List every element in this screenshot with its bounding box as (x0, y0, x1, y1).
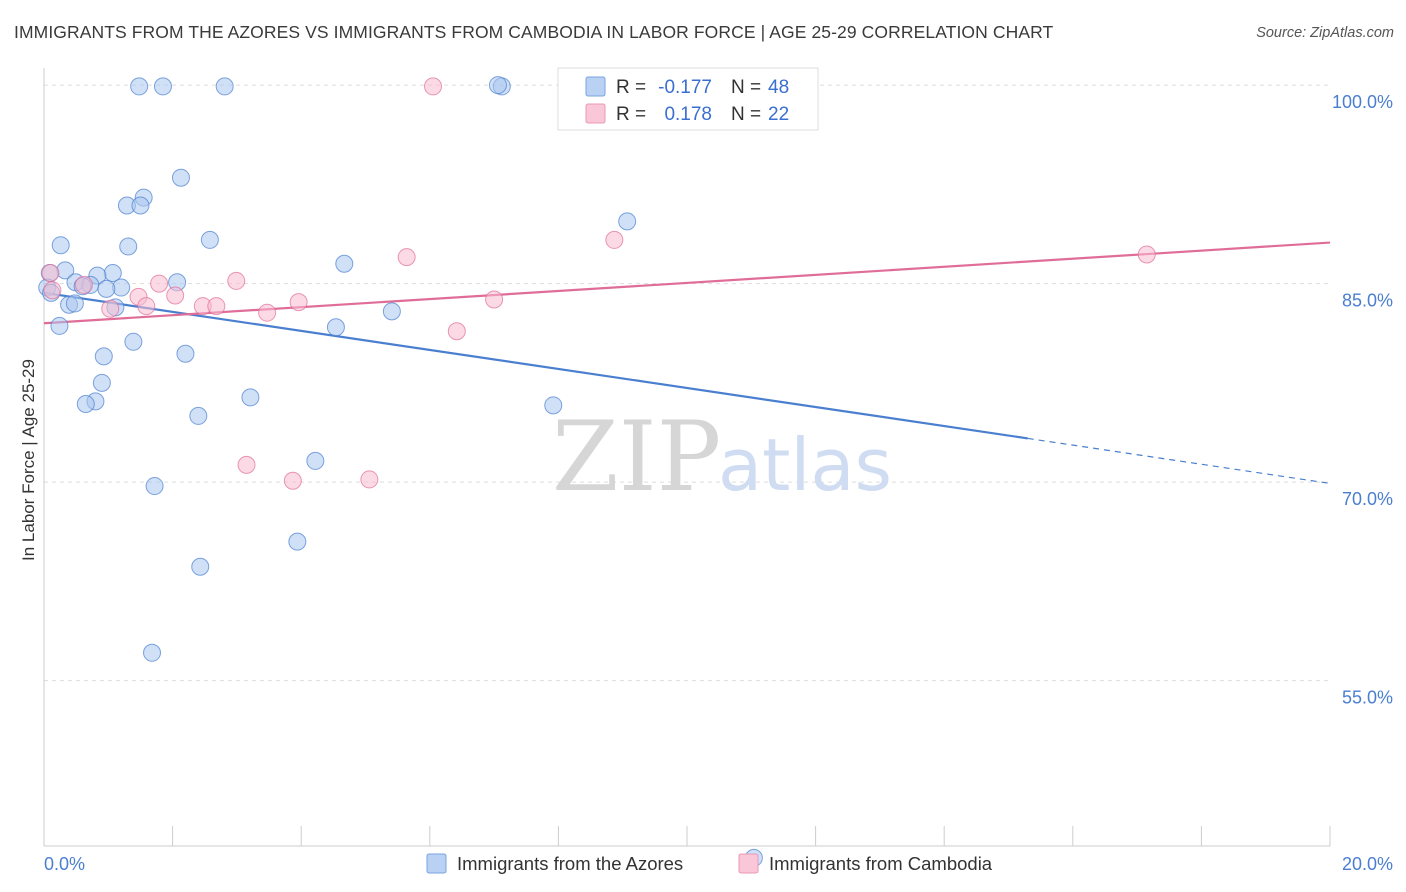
y-axis-label: In Labor Force | Age 25-29 (19, 359, 38, 561)
legend-n-label-azores: N = (731, 77, 761, 98)
chart-title: IMMIGRANTS FROM THE AZORES VS IMMIGRANTS… (14, 22, 1054, 42)
legend-n-azores: 48 (768, 77, 789, 98)
point-1-2 (605, 230, 624, 249)
point-0-47 (488, 76, 507, 95)
point-0-31 (326, 318, 345, 337)
point-1-21 (43, 281, 62, 300)
point-0-40 (189, 406, 208, 425)
point-0-29 (382, 302, 401, 321)
point-0-24 (97, 279, 116, 298)
legend-r-label-azores: R = (616, 77, 646, 98)
point-1-14 (207, 297, 226, 316)
legend-n-label-cambodia: N = (731, 104, 761, 125)
bottom-legend-swatch-azores (426, 853, 447, 874)
gridlines (44, 84, 1330, 682)
point-0-13 (335, 254, 354, 273)
point-1-0 (424, 77, 443, 96)
point-0-0 (130, 77, 149, 96)
legend-swatch-azores (585, 76, 606, 97)
point-1-6 (227, 271, 246, 290)
point-0-1 (153, 77, 172, 96)
point-1-11 (289, 293, 308, 312)
point-1-5 (150, 274, 169, 293)
point-1-16 (258, 303, 277, 322)
trend-line-1 (43, 241, 1331, 325)
y-tick-label-0: 100.0% (1332, 92, 1393, 112)
source-label: Source: ZipAtlas.com (1256, 25, 1394, 41)
point-1-7 (74, 275, 93, 294)
legend-r-label-cambodia: R = (616, 104, 646, 125)
point-0-5 (171, 168, 190, 187)
point-1-18 (237, 455, 256, 474)
legend-n-cambodia: 22 (768, 104, 789, 125)
bottom-legend-swatch-cambodia (738, 853, 759, 874)
point-0-32 (124, 332, 143, 351)
y-tick-label-2: 70.0% (1342, 489, 1393, 509)
trend-line-extension-0 (1027, 437, 1331, 485)
point-0-43 (288, 532, 307, 551)
legend-r-cambodia: 0.178 (664, 104, 712, 125)
point-0-27 (65, 294, 84, 313)
bottom-legend-azores: Immigrants from the Azores (457, 853, 683, 874)
x-tick-labels: 0.0% 20.0% (44, 854, 1393, 874)
point-0-30 (50, 316, 69, 335)
y-tick-label-1: 85.0% (1342, 291, 1393, 311)
point-0-2 (215, 77, 234, 96)
point-1-20 (360, 470, 379, 489)
watermark-zip: ZIP (552, 401, 721, 513)
trend-lines (43, 241, 1331, 485)
point-1-10 (485, 290, 504, 309)
point-0-38 (76, 395, 95, 414)
point-1-19 (283, 471, 302, 490)
point-0-41 (306, 451, 325, 470)
point-1-8 (166, 286, 185, 305)
point-0-8 (131, 196, 150, 215)
point-0-9 (618, 212, 637, 231)
point-0-45 (143, 643, 162, 662)
axes (43, 68, 1331, 847)
point-0-12 (119, 237, 138, 256)
data-points (38, 76, 1156, 867)
point-0-35 (92, 373, 111, 392)
point-0-33 (176, 344, 195, 363)
point-1-17 (447, 322, 466, 341)
point-0-36 (241, 388, 260, 407)
point-1-4 (41, 263, 60, 282)
point-0-42 (145, 477, 164, 496)
point-0-44 (191, 557, 210, 576)
point-1-15 (101, 299, 120, 318)
point-1-1 (1137, 245, 1156, 264)
series-legend: Immigrants from the Azores Immigrants fr… (426, 853, 993, 874)
legend-swatch-cambodia (585, 103, 606, 124)
stats-legend: R = -0.177 N = 48 R = 0.178 N = 22 (557, 67, 819, 131)
bottom-legend-cambodia: Immigrants from Cambodia (769, 853, 993, 874)
y-tick-label-3: 55.0% (1342, 688, 1393, 708)
trend-line-0 (43, 291, 1028, 440)
point-1-12 (137, 297, 156, 316)
point-0-10 (200, 230, 219, 249)
point-1-3 (397, 248, 416, 267)
point-0-39 (544, 396, 563, 415)
y-tick-labels: 100.0% 85.0% 70.0% 55.0% (1332, 92, 1393, 708)
watermark-atlas: atlas (718, 423, 892, 507)
x-tick-label-0: 0.0% (44, 854, 85, 874)
x-tick-label-1: 20.0% (1342, 854, 1393, 874)
point-0-11 (51, 236, 70, 255)
point-0-34 (94, 347, 113, 366)
legend-r-azores: -0.177 (658, 77, 712, 98)
